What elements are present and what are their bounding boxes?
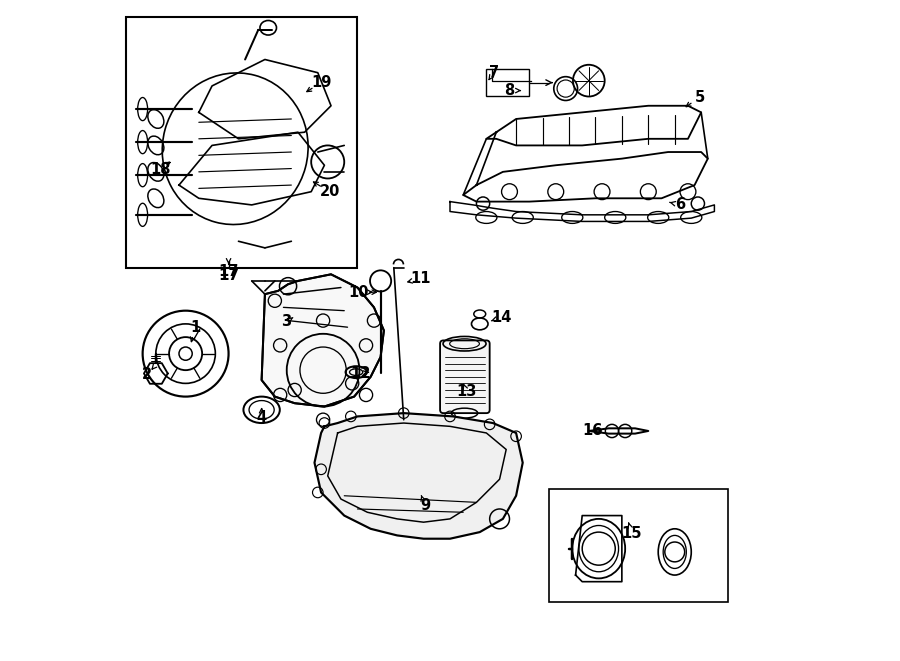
Bar: [486, 69, 529, 96]
Text: 4: 4: [256, 410, 266, 425]
FancyBboxPatch shape: [440, 340, 490, 413]
Text: 16: 16: [582, 424, 603, 438]
Text: 1: 1: [191, 320, 201, 334]
Text: 6: 6: [675, 198, 685, 212]
Text: 7: 7: [489, 65, 499, 80]
Text: 19: 19: [310, 75, 331, 90]
Text: 10: 10: [348, 285, 369, 299]
Text: 3: 3: [281, 315, 291, 329]
Text: 2: 2: [142, 368, 152, 382]
Bar: [549, 489, 727, 602]
Text: 14: 14: [491, 310, 512, 325]
Text: 5: 5: [695, 90, 705, 104]
Text: 11: 11: [410, 272, 430, 286]
Text: 13: 13: [456, 385, 477, 399]
Bar: [126, 17, 357, 268]
Text: 9: 9: [419, 498, 430, 513]
Text: 20: 20: [320, 184, 340, 199]
Polygon shape: [262, 274, 384, 407]
Text: 15: 15: [622, 526, 642, 541]
Text: 8: 8: [504, 83, 515, 98]
Text: 17: 17: [218, 268, 239, 283]
Text: 18: 18: [150, 163, 171, 177]
Text: 17: 17: [219, 264, 238, 279]
Polygon shape: [314, 413, 523, 539]
Text: 12: 12: [351, 366, 371, 381]
